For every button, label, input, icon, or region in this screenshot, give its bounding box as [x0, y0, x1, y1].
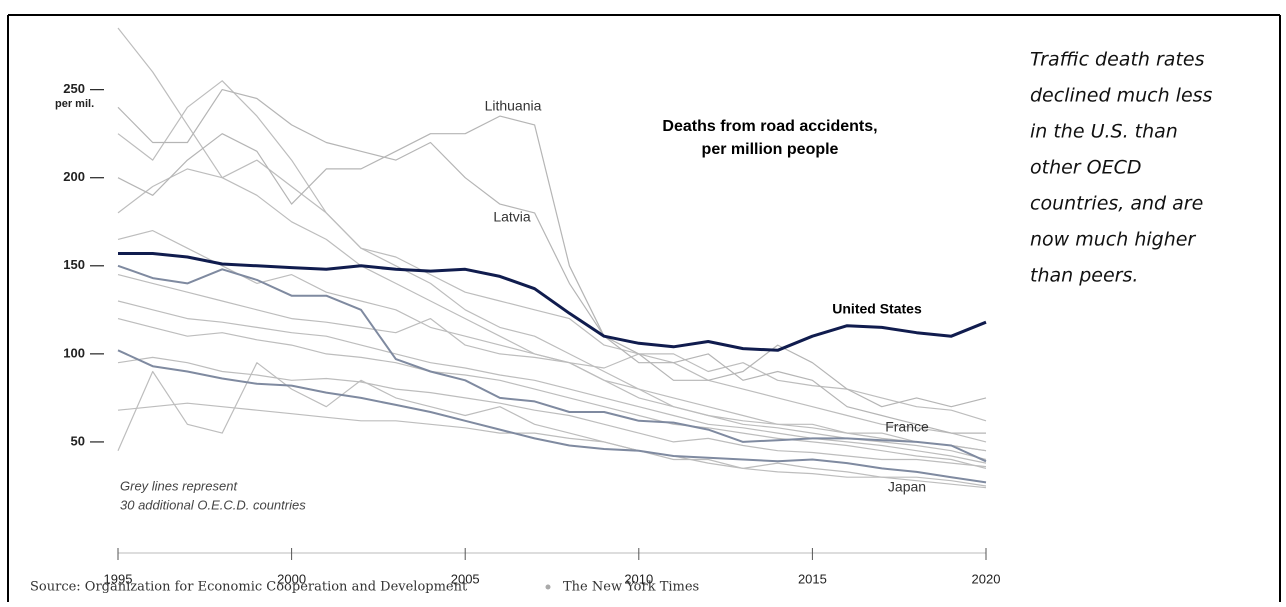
side-text: Traffic death rates declined much less in …: [1030, 49, 1213, 287]
series-label: France: [885, 419, 929, 435]
side-text-line: other OECD: [1030, 157, 1142, 179]
side-text-line: in the U.S. than: [1030, 121, 1178, 143]
series-line: [117, 80, 987, 422]
series-line: [117, 264, 987, 463]
series-label: Latvia: [493, 209, 531, 225]
series-line: [117, 349, 987, 484]
series-line: [117, 300, 987, 464]
series-line: [117, 274, 987, 443]
x-tick-label: 2000: [277, 571, 306, 586]
series-line: [117, 318, 987, 469]
series-label: United States: [832, 301, 922, 317]
series-line: [117, 27, 987, 461]
chart-title: Deaths from road accidents,: [662, 118, 877, 135]
y-tick-label: 50: [71, 433, 85, 448]
plot: [117, 27, 987, 489]
source: Source: Organization for Economic Cooper…: [30, 580, 468, 595]
side-text-line: now much higher: [1030, 229, 1196, 251]
series-label: Japan: [888, 479, 926, 495]
series-label: Lithuania: [485, 98, 542, 114]
annotation: Grey lines represent: [120, 478, 238, 493]
series-line: [117, 115, 986, 434]
side-text-line: countries, and are: [1030, 193, 1203, 215]
series-line: [117, 356, 987, 468]
x-tick-label: 2015: [798, 571, 827, 586]
x-tick-label: 2010: [624, 571, 653, 586]
x-tick-label: 2020: [972, 571, 1001, 586]
chart-subtitle: per million people: [702, 141, 839, 158]
credit: The New York Times: [563, 580, 699, 595]
series-line: [117, 362, 987, 487]
y-tick-label: 150: [63, 257, 85, 272]
separator: [545, 584, 551, 590]
side-text-line: declined much less: [1030, 85, 1213, 107]
x-tick-label: 2005: [451, 571, 480, 586]
y-tick-label: 200: [63, 169, 85, 184]
series-line: [117, 89, 987, 408]
series-line: [117, 402, 987, 489]
y-tick-label: 100: [63, 345, 85, 360]
y-unit: per mil.: [55, 98, 94, 110]
side-text-line: than peers.: [1030, 265, 1138, 287]
annotation: 30 additional O.E.C.D. countries: [120, 497, 306, 512]
side-text-line: Traffic death rates: [1030, 49, 1205, 71]
x-tick-label: 1995: [104, 571, 133, 586]
series-line: [118, 252, 987, 352]
y-tick-label: 250: [63, 81, 85, 96]
